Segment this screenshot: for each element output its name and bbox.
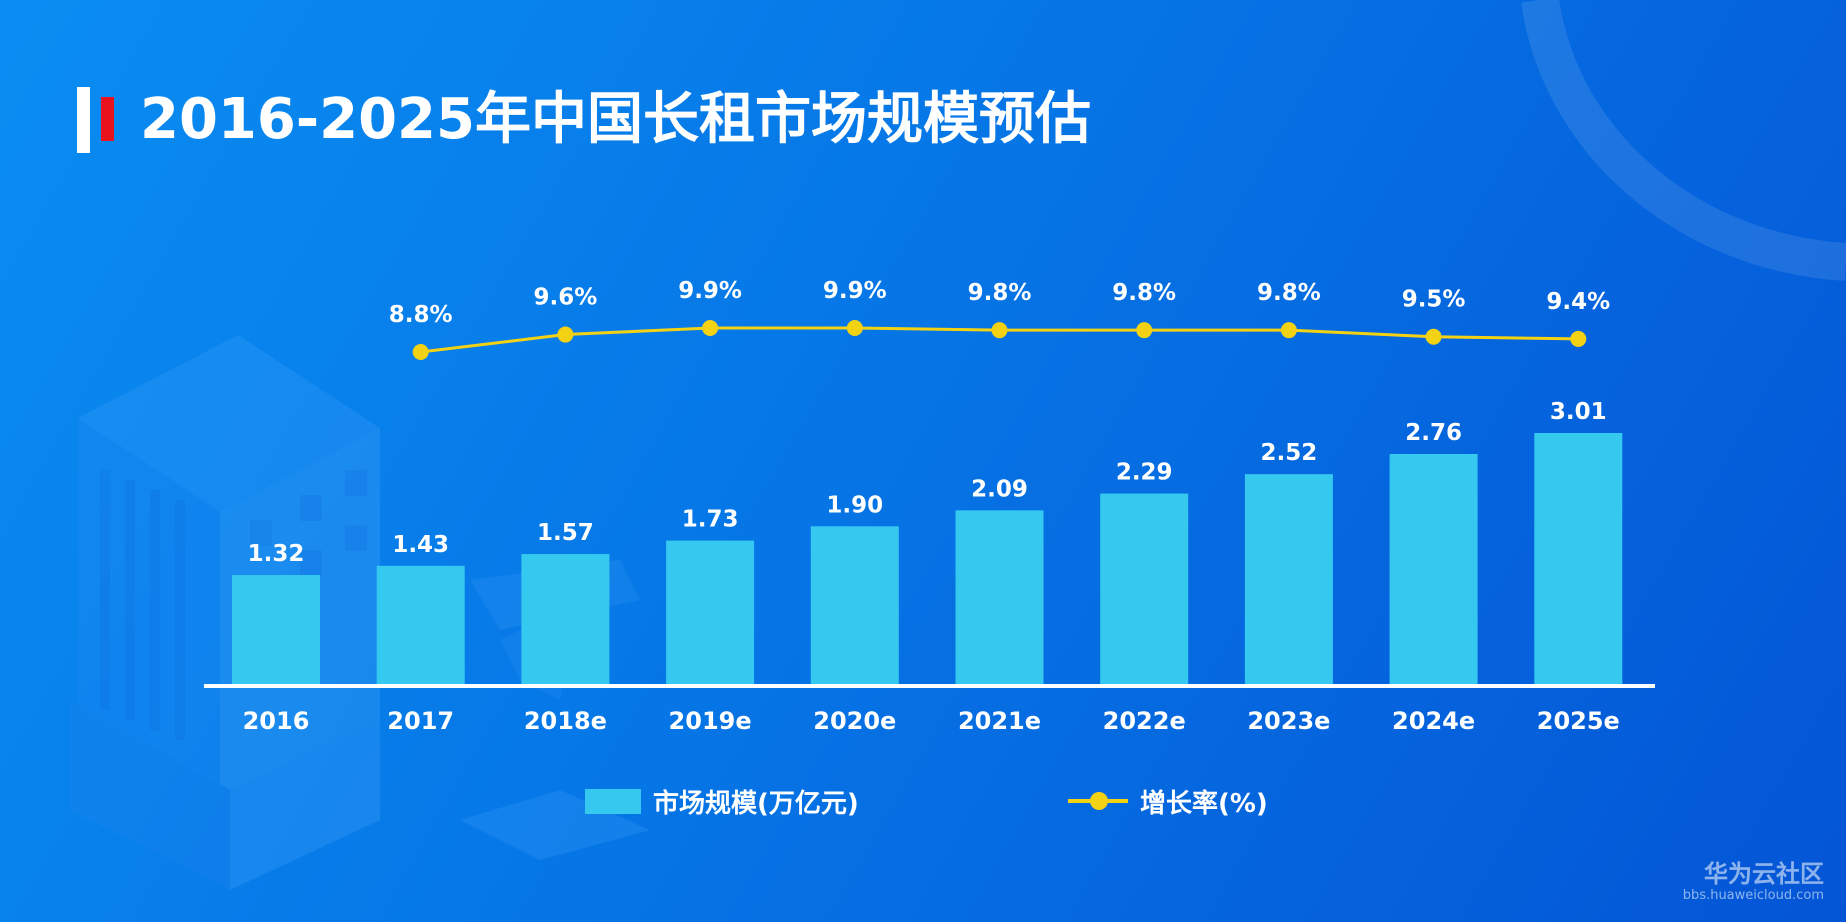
growth-rate-point bbox=[1570, 330, 1587, 347]
x-tick-label: 2022e bbox=[1103, 707, 1186, 735]
growth-rate-label: 9.9% bbox=[678, 278, 742, 304]
legend-bar: 市场规模(万亿元) bbox=[585, 783, 859, 819]
bar-value-label: 2.52 bbox=[1261, 440, 1318, 466]
legend-bar-swatch bbox=[585, 788, 641, 814]
bar-value-label: 3.01 bbox=[1550, 399, 1607, 425]
x-tick-label: 2018e bbox=[524, 707, 607, 735]
legend-line-label: 增长率(%) bbox=[1140, 788, 1268, 819]
bar-2019e bbox=[666, 540, 755, 686]
legend-line: 增长率(%) bbox=[1068, 783, 1268, 819]
growth-rate-label: 9.8% bbox=[968, 280, 1032, 306]
bar-2021e bbox=[955, 510, 1044, 686]
growth-rate-point bbox=[991, 322, 1008, 339]
growth-rate-point bbox=[1136, 322, 1153, 339]
bar-value-label: 1.57 bbox=[537, 520, 594, 546]
growth-rate-label: 9.8% bbox=[1112, 280, 1176, 306]
bar-2023e bbox=[1244, 474, 1333, 686]
legend-bar-label: 市场规模(万亿元) bbox=[653, 788, 859, 819]
bar-value-label: 1.90 bbox=[826, 492, 883, 518]
bar-value-label: 1.43 bbox=[392, 532, 449, 558]
page-title: 2016-2025年中国长租市场规模预估 bbox=[140, 87, 1091, 152]
bar-2018e bbox=[521, 554, 610, 686]
growth-rate-label: 9.4% bbox=[1546, 289, 1610, 315]
watermark-main: 华为云社区 bbox=[1704, 860, 1824, 888]
growth-rate-label: 9.5% bbox=[1402, 287, 1466, 313]
bar-value-label: 1.32 bbox=[248, 541, 305, 567]
title-accent-bar-white bbox=[77, 87, 90, 153]
growth-rate-point bbox=[1425, 328, 1442, 345]
bar-2016 bbox=[232, 575, 320, 686]
growth-rate-point bbox=[412, 344, 429, 360]
x-tick-label: 2020e bbox=[813, 707, 896, 735]
bar-2022e bbox=[1100, 493, 1189, 686]
growth-rate-label: 9.6% bbox=[534, 285, 598, 311]
bar-value-label: 2.09 bbox=[971, 476, 1028, 502]
watermark-sub: bbs.huaweicloud.com bbox=[1682, 888, 1824, 903]
bar-value-label: 1.73 bbox=[682, 507, 739, 533]
title-accent-bar-red bbox=[101, 97, 114, 141]
growth-rate-label: 9.9% bbox=[823, 278, 887, 304]
bar-2025e bbox=[1534, 433, 1623, 686]
growth-rate-point bbox=[557, 326, 574, 343]
bar-value-label: 2.76 bbox=[1405, 420, 1462, 446]
x-tick-label: 2021e bbox=[958, 707, 1041, 735]
bar-2024e bbox=[1389, 454, 1478, 686]
x-tick-label: 2024e bbox=[1392, 707, 1475, 735]
x-tick-label: 2025e bbox=[1537, 707, 1620, 735]
growth-rate-point bbox=[702, 320, 719, 336]
bar-2020e bbox=[810, 526, 899, 686]
x-tick-label: 2023e bbox=[1247, 707, 1330, 735]
growth-rate-point bbox=[846, 320, 863, 336]
watermark: 华为云社区 bbs.huaweicloud.com bbox=[1683, 860, 1824, 904]
growth-rate-label: 9.8% bbox=[1257, 280, 1321, 306]
growth-rate-label: 8.8% bbox=[389, 302, 453, 328]
x-tick-label: 2016 bbox=[243, 707, 310, 735]
x-tick-label: 2019e bbox=[669, 707, 752, 735]
bar-value-label: 2.29 bbox=[1116, 460, 1173, 486]
legend-line-swatch bbox=[1068, 791, 1128, 811]
bar-2017 bbox=[376, 565, 465, 686]
growth-rate-point bbox=[1280, 322, 1297, 339]
x-tick-label: 2017 bbox=[387, 707, 454, 735]
